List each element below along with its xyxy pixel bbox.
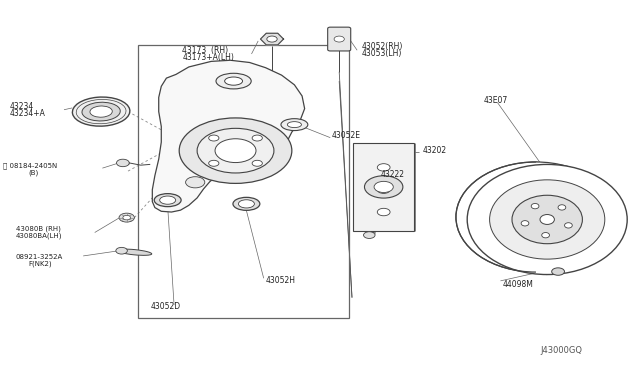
Text: 43234+A: 43234+A <box>10 109 45 118</box>
Circle shape <box>364 232 375 238</box>
Circle shape <box>215 139 256 163</box>
Circle shape <box>334 36 344 42</box>
Ellipse shape <box>82 102 120 121</box>
Circle shape <box>197 128 274 173</box>
Ellipse shape <box>233 197 260 210</box>
Circle shape <box>186 177 205 188</box>
Ellipse shape <box>225 77 243 85</box>
Circle shape <box>116 247 127 254</box>
Text: 43052(RH): 43052(RH) <box>362 42 403 51</box>
Circle shape <box>378 186 390 193</box>
Text: J43000GQ: J43000GQ <box>541 346 583 355</box>
Circle shape <box>552 268 564 275</box>
Circle shape <box>119 213 134 222</box>
Text: 43052D: 43052D <box>150 302 180 311</box>
Ellipse shape <box>521 221 529 226</box>
Ellipse shape <box>564 223 572 228</box>
Text: 43E07: 43E07 <box>483 96 508 105</box>
Ellipse shape <box>467 164 627 275</box>
Ellipse shape <box>154 193 181 206</box>
Text: 43080B (RH): 43080B (RH) <box>16 225 61 232</box>
Text: 43052E: 43052E <box>332 131 360 140</box>
Text: 43173+A(LH): 43173+A(LH) <box>182 53 234 62</box>
Ellipse shape <box>117 249 152 255</box>
Text: Ⓑ 08184-2405N: Ⓑ 08184-2405N <box>3 162 58 169</box>
Ellipse shape <box>287 122 301 128</box>
Circle shape <box>378 208 390 216</box>
Ellipse shape <box>558 205 566 210</box>
Text: 44098M: 44098M <box>502 280 533 289</box>
Text: 43202: 43202 <box>422 146 447 155</box>
Text: (B): (B) <box>29 170 39 176</box>
Ellipse shape <box>216 73 251 89</box>
Ellipse shape <box>90 106 112 117</box>
Polygon shape <box>260 33 284 45</box>
Bar <box>138 45 349 318</box>
Circle shape <box>209 135 219 141</box>
Text: 43052H: 43052H <box>266 276 296 285</box>
Ellipse shape <box>160 196 175 204</box>
Text: 43080BA(LH): 43080BA(LH) <box>16 233 63 240</box>
Ellipse shape <box>540 215 554 224</box>
Circle shape <box>116 159 129 167</box>
Circle shape <box>252 135 262 141</box>
Ellipse shape <box>238 200 255 208</box>
Ellipse shape <box>531 203 539 209</box>
Circle shape <box>179 118 292 183</box>
FancyBboxPatch shape <box>328 27 351 51</box>
Text: F(NK2): F(NK2) <box>29 261 52 267</box>
Circle shape <box>378 164 390 171</box>
Text: 43234: 43234 <box>10 102 34 110</box>
Ellipse shape <box>456 162 616 272</box>
Circle shape <box>267 36 277 42</box>
Circle shape <box>365 176 403 198</box>
Text: 43053(LH): 43053(LH) <box>362 49 402 58</box>
Ellipse shape <box>512 195 582 244</box>
Text: 43222: 43222 <box>381 170 404 179</box>
Bar <box>353 143 414 231</box>
Circle shape <box>123 215 131 220</box>
Circle shape <box>252 160 262 166</box>
Text: 43173  (RH): 43173 (RH) <box>182 46 228 55</box>
Ellipse shape <box>490 180 605 259</box>
Text: 08921-3252A: 08921-3252A <box>16 254 63 260</box>
Polygon shape <box>152 60 305 212</box>
Circle shape <box>374 181 393 193</box>
Ellipse shape <box>541 232 550 238</box>
Circle shape <box>209 160 219 166</box>
Ellipse shape <box>281 119 308 131</box>
Ellipse shape <box>72 97 130 126</box>
